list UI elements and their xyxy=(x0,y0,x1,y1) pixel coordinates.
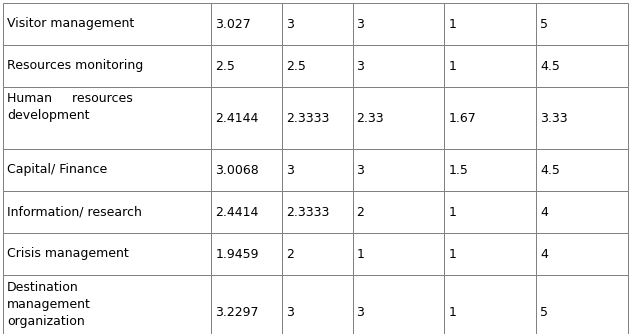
Text: 3: 3 xyxy=(286,17,294,30)
Text: 3: 3 xyxy=(357,164,365,176)
Bar xyxy=(282,233,353,275)
Bar xyxy=(282,45,353,87)
Bar xyxy=(211,87,282,149)
Bar xyxy=(3,149,211,191)
Text: 2.33: 2.33 xyxy=(357,112,384,125)
Text: 1: 1 xyxy=(449,247,456,261)
Bar xyxy=(211,233,282,275)
Bar xyxy=(536,87,628,149)
Text: 1.67: 1.67 xyxy=(449,112,476,125)
Bar xyxy=(3,45,211,87)
Text: 4.5: 4.5 xyxy=(540,59,560,72)
Bar xyxy=(536,191,628,233)
Text: Human     resources
development: Human resources development xyxy=(7,92,133,122)
Text: 4: 4 xyxy=(540,205,548,218)
Bar xyxy=(444,87,536,149)
Text: 2.5: 2.5 xyxy=(215,59,235,72)
Bar xyxy=(353,87,444,149)
Text: Crisis management: Crisis management xyxy=(7,247,129,261)
Bar xyxy=(444,191,536,233)
Text: 3.027: 3.027 xyxy=(215,17,251,30)
Text: 2: 2 xyxy=(357,205,365,218)
Bar xyxy=(211,275,282,334)
Bar xyxy=(282,191,353,233)
Bar xyxy=(444,275,536,334)
Bar xyxy=(444,149,536,191)
Bar xyxy=(536,275,628,334)
Bar xyxy=(353,275,444,334)
Bar xyxy=(211,149,282,191)
Text: 4.5: 4.5 xyxy=(540,164,560,176)
Text: 1: 1 xyxy=(449,59,456,72)
Text: 3.0068: 3.0068 xyxy=(215,164,259,176)
Text: 2: 2 xyxy=(286,247,294,261)
Text: 4: 4 xyxy=(540,247,548,261)
Text: Visitor management: Visitor management xyxy=(7,17,134,30)
Text: Capital/ Finance: Capital/ Finance xyxy=(7,164,107,176)
Text: 2.4144: 2.4144 xyxy=(215,112,259,125)
Text: 1.5: 1.5 xyxy=(449,164,468,176)
Text: 1: 1 xyxy=(449,306,456,319)
Bar xyxy=(211,3,282,45)
Text: 3: 3 xyxy=(357,306,365,319)
Bar xyxy=(353,191,444,233)
Text: Destination
management
organization: Destination management organization xyxy=(7,281,91,328)
Bar xyxy=(3,3,211,45)
Bar xyxy=(3,87,211,149)
Bar xyxy=(353,233,444,275)
Bar xyxy=(444,3,536,45)
Text: 3: 3 xyxy=(357,59,365,72)
Text: 3.33: 3.33 xyxy=(540,112,568,125)
Bar xyxy=(444,45,536,87)
Bar xyxy=(353,149,444,191)
Text: 1: 1 xyxy=(357,247,365,261)
Bar xyxy=(282,149,353,191)
Bar xyxy=(282,3,353,45)
Bar xyxy=(536,149,628,191)
Text: 3: 3 xyxy=(286,306,294,319)
Bar xyxy=(444,233,536,275)
Bar xyxy=(3,191,211,233)
Bar xyxy=(536,233,628,275)
Text: 1: 1 xyxy=(449,205,456,218)
Bar xyxy=(3,275,211,334)
Text: 2.3333: 2.3333 xyxy=(286,112,329,125)
Text: 1: 1 xyxy=(449,17,456,30)
Bar xyxy=(536,3,628,45)
Bar xyxy=(353,45,444,87)
Bar xyxy=(536,45,628,87)
Text: 3: 3 xyxy=(286,164,294,176)
Bar xyxy=(211,191,282,233)
Text: 1.9459: 1.9459 xyxy=(215,247,259,261)
Bar xyxy=(211,45,282,87)
Text: 3: 3 xyxy=(357,17,365,30)
Text: 2.3333: 2.3333 xyxy=(286,205,329,218)
Text: Resources monitoring: Resources monitoring xyxy=(7,59,143,72)
Text: Information/ research: Information/ research xyxy=(7,205,142,218)
Text: 5: 5 xyxy=(540,306,548,319)
Bar xyxy=(353,3,444,45)
Text: 2.5: 2.5 xyxy=(286,59,306,72)
Bar xyxy=(282,275,353,334)
Text: 2.4414: 2.4414 xyxy=(215,205,259,218)
Bar xyxy=(282,87,353,149)
Text: 3.2297: 3.2297 xyxy=(215,306,259,319)
Bar xyxy=(3,233,211,275)
Text: 5: 5 xyxy=(540,17,548,30)
